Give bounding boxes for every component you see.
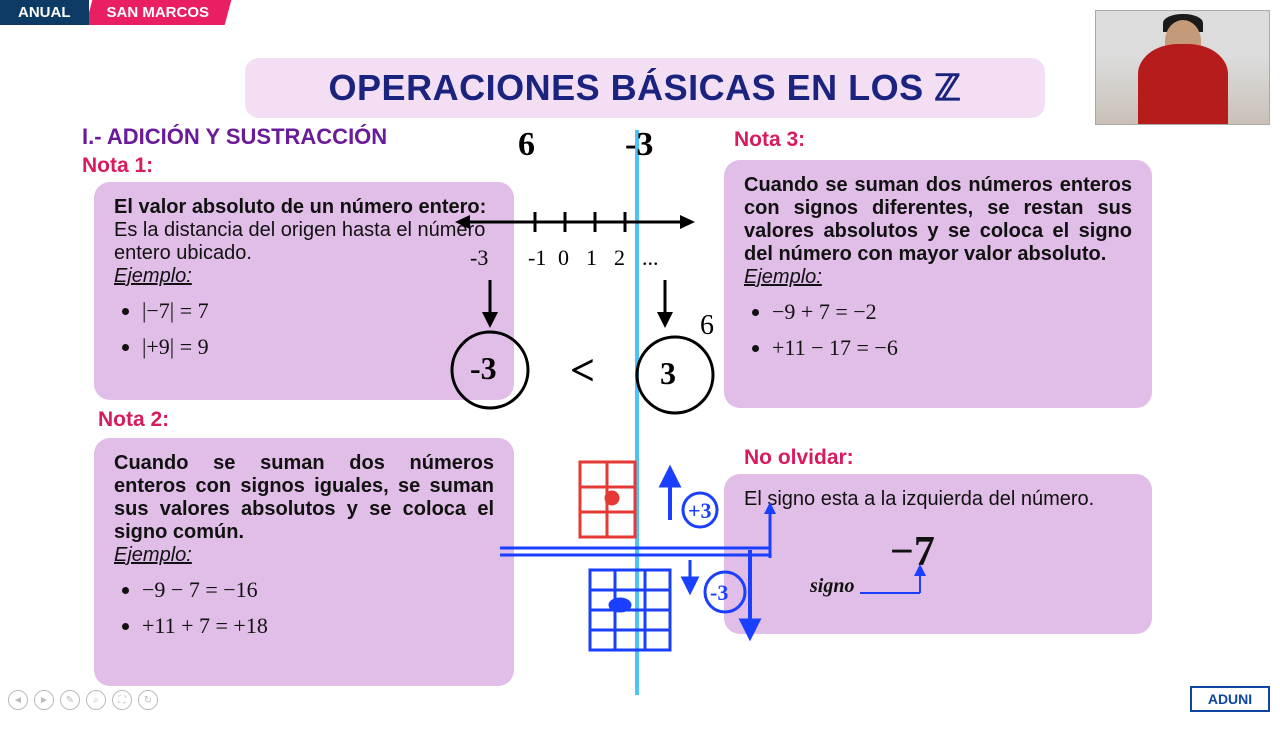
nota3-label: Nota 3: [734, 128, 805, 152]
badge-sanmarcos-label: SAN MARCOS [107, 4, 210, 21]
hand-neg3: -3 [625, 126, 653, 164]
hand-axis: -3 [470, 245, 488, 271]
nota2-box: Cuando se suman dos números enteros con … [94, 438, 514, 686]
nota3-list: −9 + 7 = −2 +11 − 17 = −6 [744, 299, 1132, 361]
slide-controls: ◄ ► ✎ ⌕ ⛶ ↻ [8, 690, 158, 710]
next-slide-button[interactable]: ► [34, 690, 54, 710]
nota2-label: Nota 2: [98, 408, 169, 432]
nota2-item: −9 − 7 = −16 [142, 577, 494, 603]
nota1-item: |+9| = 9 [142, 334, 494, 360]
nota1-item: |−7| = 7 [142, 298, 494, 324]
badge-sanmarcos: SAN MARCOS [89, 0, 228, 25]
refresh-button[interactable]: ↻ [138, 690, 158, 710]
top-badges: ANUAL SAN MARCOS [0, 0, 227, 25]
nota3-item: +11 − 17 = −6 [772, 335, 1132, 361]
hand-six2: 6 [700, 310, 714, 342]
aduni-logo: ADUNI [1190, 686, 1270, 712]
nota2-list: −9 − 7 = −16 +11 + 7 = +18 [114, 577, 494, 639]
nota2-ejemplo: Ejemplo: [114, 544, 494, 567]
hand-axis: 2 [614, 245, 625, 271]
title-bar: OPERACIONES BÁSICAS EN LOS ℤ [245, 58, 1045, 118]
hand-axis: ... [642, 245, 659, 271]
nota1-list: |−7| = 7 |+9| = 9 [114, 298, 494, 360]
nota3-box: Cuando se suman dos números enteros con … [724, 160, 1152, 408]
nota1-box: El valor absoluto de un número entero: E… [94, 182, 514, 400]
nota1-label: Nota 1: [82, 154, 153, 178]
nota3-item: −9 + 7 = −2 [772, 299, 1132, 325]
prev-slide-button[interactable]: ◄ [8, 690, 28, 710]
nota1-body: Es la distancia del origen hasta el núme… [114, 219, 494, 265]
hand-minus3: -3 [710, 580, 728, 606]
presenter-webcam [1095, 10, 1270, 125]
hand-lt: < [570, 345, 595, 396]
page-title: OPERACIONES BÁSICAS EN LOS ℤ [329, 67, 962, 109]
hand-axis: 1 [586, 245, 597, 271]
nota2-body: Cuando se suman dos números enteros con … [114, 452, 494, 544]
fullscreen-button[interactable]: ⛶ [112, 690, 132, 710]
section-heading: I.- ADICIÓN Y SUSTRACCIÓN [82, 124, 387, 150]
zoom-button[interactable]: ⌕ [86, 690, 106, 710]
nota1-heading: El valor absoluto de un número entero: [114, 196, 494, 219]
hand-six: 6 [518, 126, 535, 164]
hand-axis: -1 [528, 245, 546, 271]
nota2-item: +11 + 7 = +18 [142, 613, 494, 639]
hand-circle-left: -3 [470, 350, 497, 387]
pen-tool-button[interactable]: ✎ [60, 690, 80, 710]
vertical-divider [635, 130, 639, 695]
signo-arrows [760, 498, 960, 618]
nota3-body: Cuando se suman dos números enteros con … [744, 174, 1132, 266]
nota3-ejemplo: Ejemplo: [744, 266, 1132, 289]
nota1-ejemplo: Ejemplo: [114, 265, 494, 288]
hand-circle-right: 3 [660, 355, 676, 392]
hand-plus3: +3 [688, 498, 712, 524]
noolvidar-label: No olvidar: [744, 446, 854, 470]
hand-axis: 0 [558, 245, 569, 271]
badge-anual: ANUAL [0, 0, 89, 25]
